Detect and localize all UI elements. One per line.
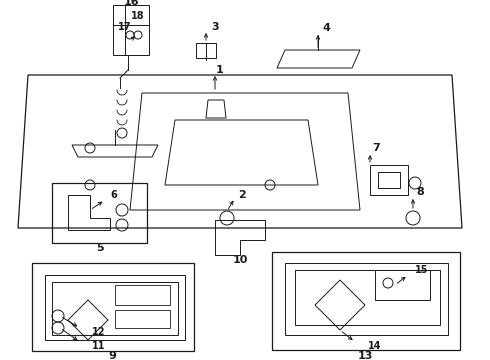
Text: 3: 3 [211, 22, 219, 32]
Text: 13: 13 [357, 351, 373, 360]
Text: 1: 1 [216, 65, 224, 75]
Bar [115, 310, 170, 328]
Text: 5: 5 [96, 243, 104, 253]
Text: 18: 18 [131, 11, 145, 21]
Text: 12: 12 [92, 327, 105, 337]
Bar [32, 263, 194, 351]
Text: 9: 9 [108, 351, 116, 360]
Text: 15: 15 [415, 265, 428, 275]
Text: 17: 17 [118, 22, 132, 32]
Text: 2: 2 [238, 190, 246, 200]
Text: 6: 6 [110, 190, 117, 200]
Text: 7: 7 [372, 143, 380, 153]
Text: 10: 10 [232, 255, 247, 265]
Text: 16: 16 [123, 0, 139, 7]
Bar [52, 183, 147, 243]
Bar [375, 270, 430, 300]
Text: 8: 8 [416, 187, 424, 197]
Text: 14: 14 [368, 341, 382, 351]
Text: 4: 4 [322, 23, 330, 33]
Bar [196, 43, 216, 58]
Bar [272, 252, 460, 350]
Bar [113, 5, 149, 55]
Text: 11: 11 [92, 341, 105, 351]
Bar [115, 285, 170, 305]
